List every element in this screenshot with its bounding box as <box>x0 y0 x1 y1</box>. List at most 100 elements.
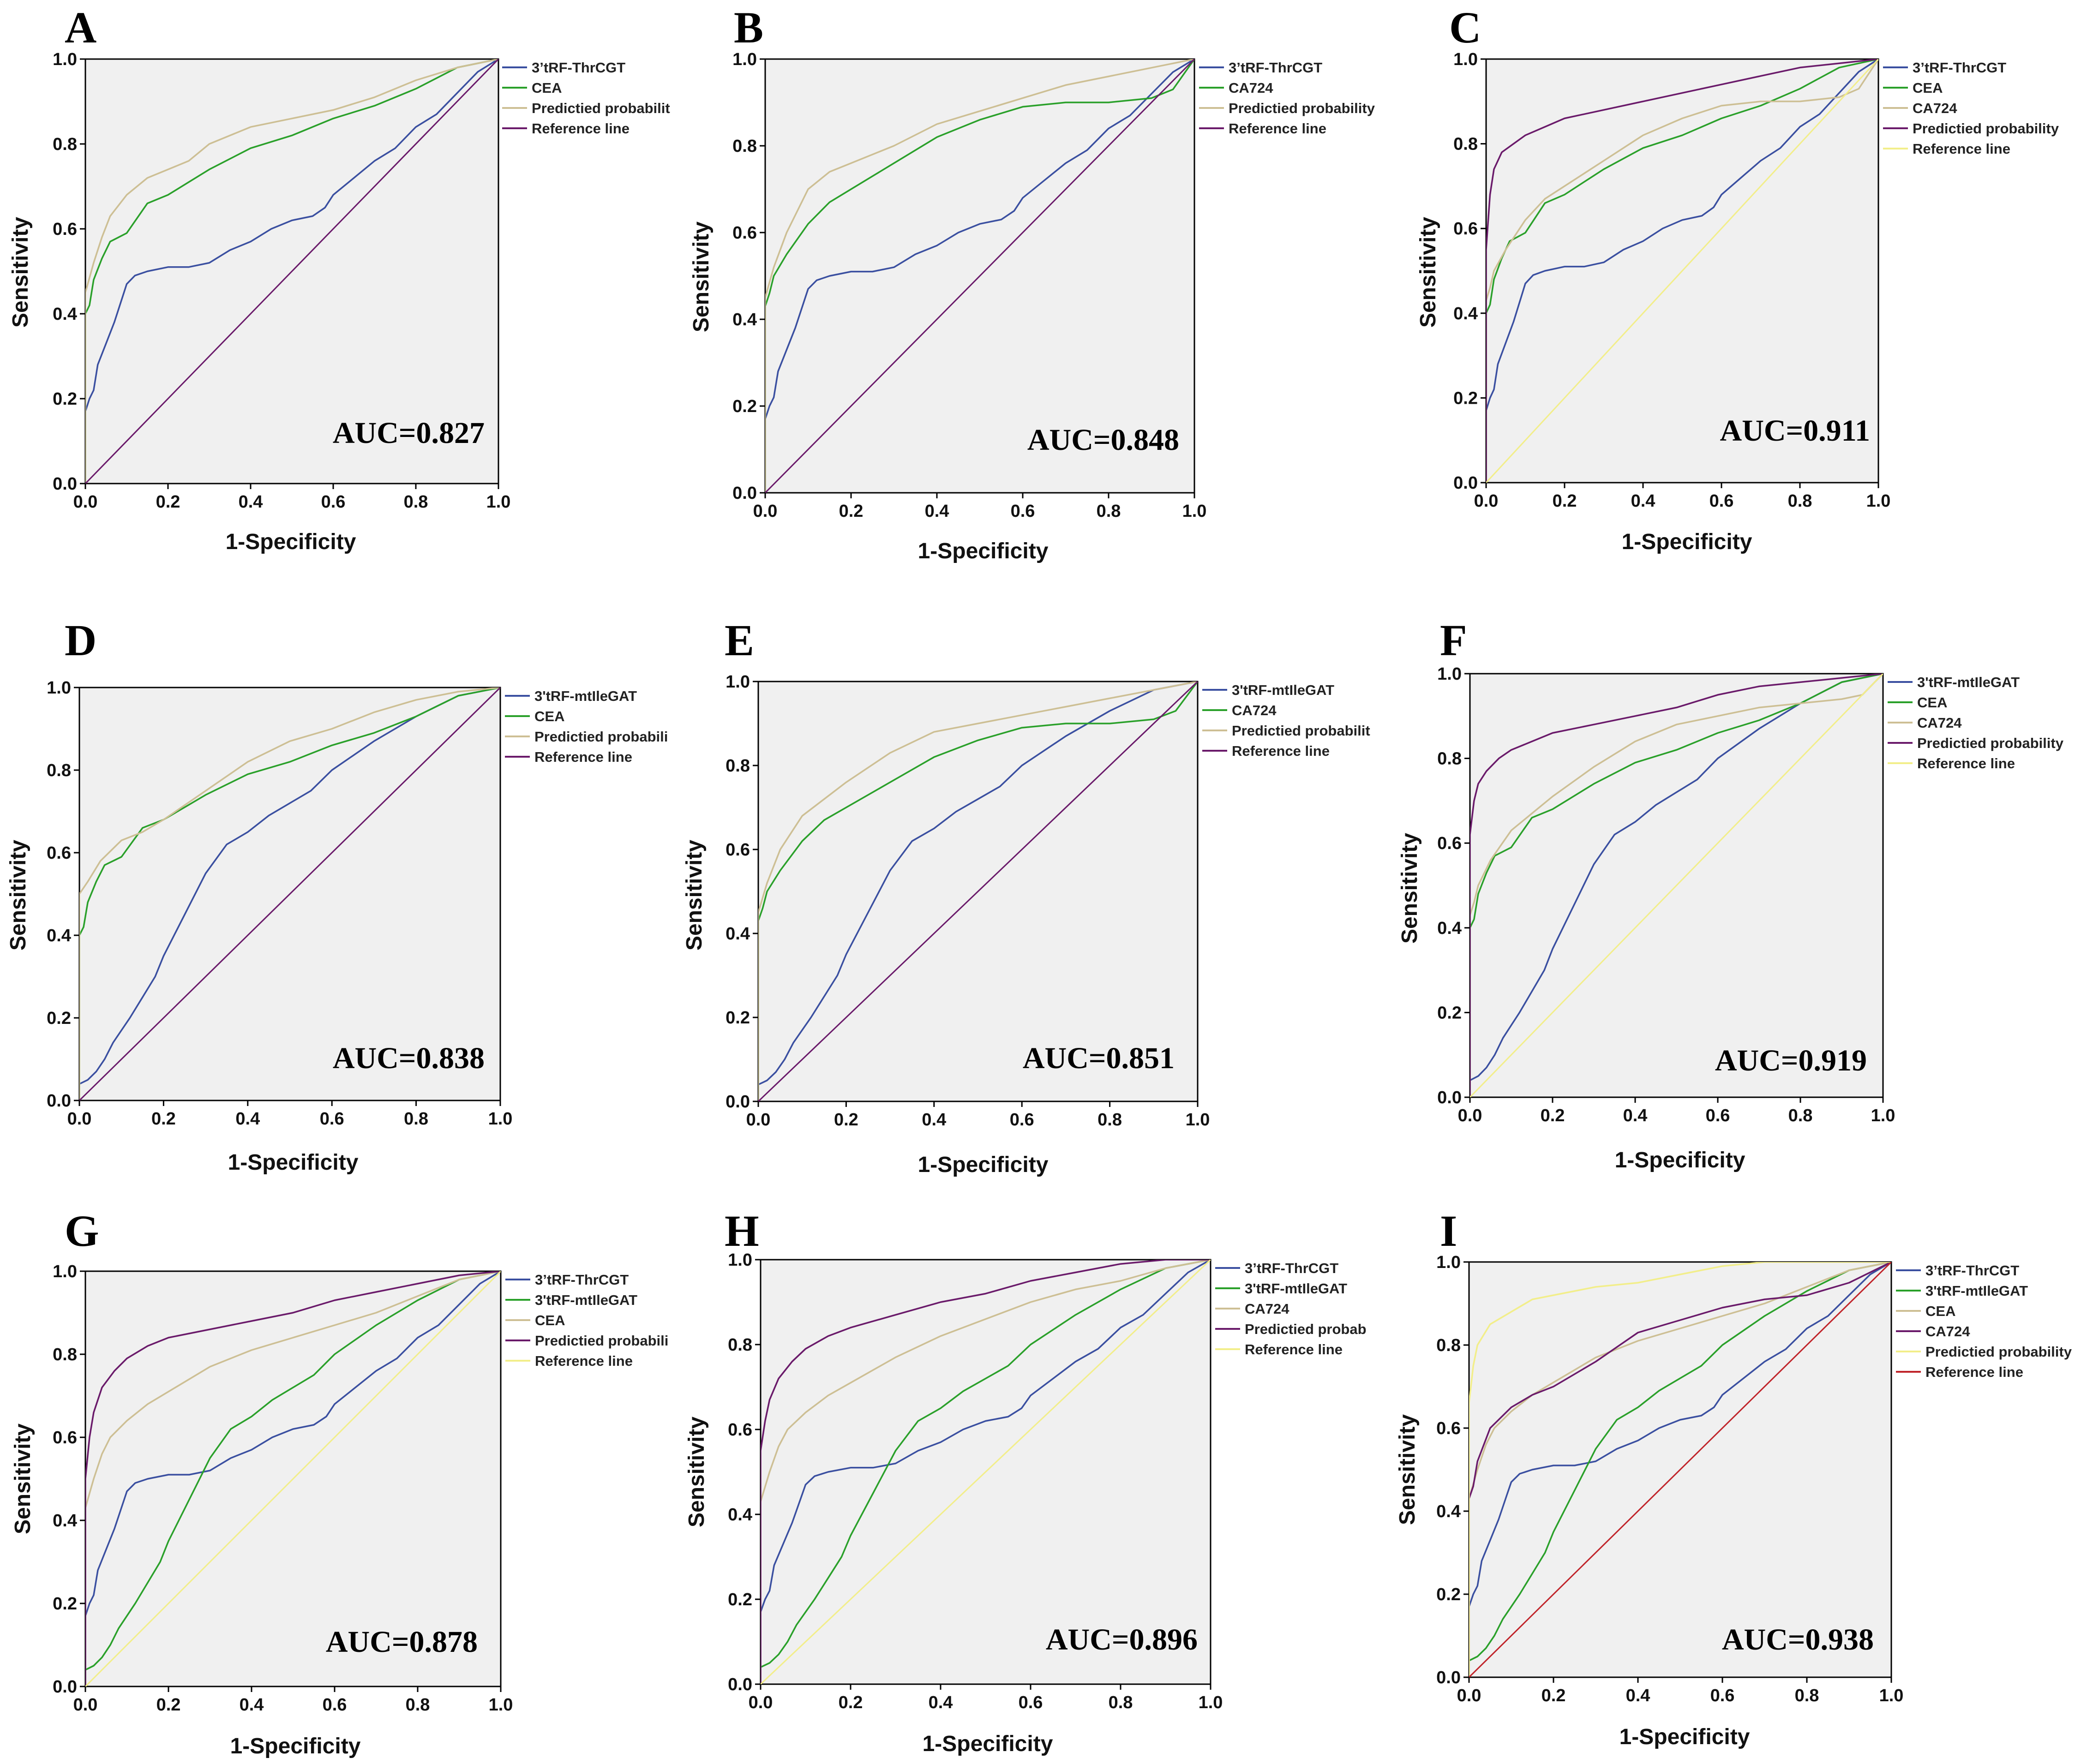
legend: 3’tRF-ThrCGT 3'tRF-mtIleGAT CEA Predictied … <box>505 1272 668 1369</box>
x-tick-label: 0.6 <box>1709 491 1734 511</box>
roc-panel-f: F 0.0 0.2 0.4 0.6 0.8 1.0 0.0 0.2 0.4 0.6 0.8 1.0 1-S… <box>1397 616 2064 1172</box>
y-tick-label: 1.0 <box>1437 664 1462 684</box>
series-line-ca724 <box>1469 1262 1891 1677</box>
y-tick-label: 1.0 <box>53 1262 77 1281</box>
legend-label: Predictied probab <box>1245 1321 1367 1337</box>
series-group <box>758 682 1198 1101</box>
legend-label: CA724 <box>1917 715 1962 731</box>
x-tick-label: 0.0 <box>746 1110 771 1130</box>
x-tick-label: 0.2 <box>151 1109 176 1129</box>
x-tick-label: 0.0 <box>749 1693 773 1712</box>
legend-label: 3'tRF-mtIleGAT <box>535 1292 637 1308</box>
auc-label: AUC=0.848 <box>1027 423 1179 457</box>
panel-letter: F <box>1440 616 1467 665</box>
series-line-cea <box>85 59 498 484</box>
x-tick-label: 0.8 <box>1795 1686 1819 1705</box>
x-tick-label: 0.6 <box>1019 1693 1043 1712</box>
y-tick-label: 0.0 <box>47 1091 71 1111</box>
y-tick-label: 0.4 <box>1437 919 1462 938</box>
legend-label: Reference line <box>1229 120 1326 137</box>
x-tick-label: 1.0 <box>1186 1110 1210 1130</box>
legend: 3'tRF-mtIleGAT CEA CA724 Predictied probabi… <box>1888 674 2064 771</box>
legend-label: Predictied probability <box>1913 120 2059 137</box>
y-tick-label: 0.6 <box>1437 834 1462 853</box>
legend-label: 3'tRF-mtIleGAT <box>1245 1280 1347 1297</box>
legend-label: CA724 <box>1245 1301 1289 1317</box>
y-tick-label: 0.0 <box>728 1675 752 1694</box>
legend-label: Predictied probability <box>1925 1344 2072 1360</box>
panel-letter: C <box>1449 3 1481 52</box>
x-tick-label: 0.4 <box>1626 1686 1650 1705</box>
y-axis-label: Sensitivity <box>682 840 707 951</box>
y-tick-label: 1.0 <box>47 678 71 698</box>
y-tick-label: 0.4 <box>47 926 71 945</box>
legend-label: Reference line <box>532 120 630 137</box>
roc-panel-e: E 0.0 0.2 0.4 0.6 0.8 1.0 0.0 0.2 0.4 0.6 0.8 1.0 1-S… <box>682 616 1370 1177</box>
y-tick-label: 0.0 <box>726 1092 750 1112</box>
y-tick-label: 1.0 <box>726 672 750 692</box>
auc-label: AUC=0.851 <box>1023 1041 1175 1075</box>
y-tick-label: 0.6 <box>47 843 71 863</box>
x-tick-label: 0.6 <box>321 492 346 512</box>
legend-label: 3’tRF-ThrCGT <box>1913 60 2006 76</box>
roc-panel-d: D 0.0 0.2 0.4 0.6 0.8 1.0 0.0 0.2 0.4 0.6 0.8 1.0 1-S… <box>6 616 668 1175</box>
legend-label: 3’tRF-ThrCGT <box>1245 1260 1338 1276</box>
y-tick-label: 0.4 <box>53 1511 77 1531</box>
x-axis-label: 1-Specificity <box>228 1150 359 1175</box>
y-tick-label: 0.6 <box>726 840 750 860</box>
y-axis-label: Sensitivity <box>684 1417 709 1527</box>
series-line-3-trf-mtilegat <box>761 1260 1211 1684</box>
y-tick-label: 1.0 <box>1453 50 1478 69</box>
series-line-ca724 <box>765 59 1194 493</box>
series-line-3-trf-mtilegat <box>85 1271 501 1686</box>
x-tick-label: 0.6 <box>323 1695 347 1715</box>
legend-label: 3’tRF-ThrCGT <box>1925 1262 2019 1279</box>
y-tick-label: 0.8 <box>47 761 71 780</box>
series-line-reference-line <box>758 682 1198 1101</box>
y-tick-label: 0.2 <box>726 1008 750 1028</box>
y-tick-label: 0.4 <box>726 924 750 944</box>
legend: 3'tRF-mtIleGAT CEA Predictied probabili Ref… <box>505 688 668 765</box>
auc-label: AUC=0.838 <box>333 1041 485 1075</box>
y-tick-label: 0.8 <box>53 135 77 154</box>
y-tick-label: 0.2 <box>47 1009 71 1028</box>
x-tick-label: 0.2 <box>156 1695 181 1715</box>
legend-label: 3’tRF-ThrCGT <box>532 60 625 76</box>
legend-label: 3'tRF-mtIleGAT <box>534 688 637 704</box>
legend: 3’tRF-ThrCGT CEA CA724 Predictied probabili… <box>1883 60 2059 157</box>
series-line-cea <box>1470 674 1883 1097</box>
y-tick-label: 0.2 <box>728 1590 752 1609</box>
legend-label: CEA <box>532 80 562 96</box>
series-line-3-trf-thrcgt <box>765 59 1194 493</box>
legend-label: Predictied probabilit <box>1232 723 1370 739</box>
y-tick-label: 0.4 <box>1436 1502 1461 1521</box>
x-axis-label: 1-Specificity <box>918 1153 1049 1177</box>
series-line-3-trf-mtilegat <box>758 682 1198 1101</box>
y-tick-label: 0.8 <box>53 1345 77 1364</box>
series-line-predictied-probability <box>1486 59 1878 483</box>
y-tick-label: 0.8 <box>1436 1336 1461 1355</box>
y-tick-label: 0.0 <box>1436 1668 1461 1687</box>
roc-panel-b: B 0.0 0.2 0.4 0.6 0.8 1.0 0.0 0.2 0.4 0.6 0.8 1.0 1-S… <box>689 3 1375 563</box>
legend-label: 3'tRF-mtIleGAT <box>1917 674 2020 690</box>
legend-label: Predictied probabilit <box>532 100 670 116</box>
x-tick-label: 0.2 <box>156 492 180 512</box>
series-line-3-trf-thrcgt <box>1486 59 1878 483</box>
y-tick-label: 0.6 <box>1453 219 1478 239</box>
legend-label: CEA <box>535 1312 565 1328</box>
series-line-ca724 <box>758 682 1198 1101</box>
x-tick-label: 1.0 <box>1871 1106 1895 1125</box>
legend-label: 3’tRF-ThrCGT <box>535 1272 629 1288</box>
y-tick-label: 0.0 <box>732 484 757 503</box>
panel-letter: H <box>725 1206 759 1256</box>
y-axis-label: Sensitivity <box>689 221 714 332</box>
panel-letter: D <box>65 616 96 665</box>
y-axis-label: Sensitivity <box>11 1423 35 1534</box>
series-line-predictied-probabilit <box>85 59 498 484</box>
y-axis-label: Sensitivity <box>8 217 33 328</box>
x-tick-label: 0.2 <box>839 502 864 521</box>
y-tick-label: 1.0 <box>53 50 77 69</box>
legend-label: Reference line <box>1245 1341 1343 1357</box>
x-tick-label: 0.8 <box>1788 1106 1813 1125</box>
panel-letter: I <box>1440 1206 1457 1256</box>
